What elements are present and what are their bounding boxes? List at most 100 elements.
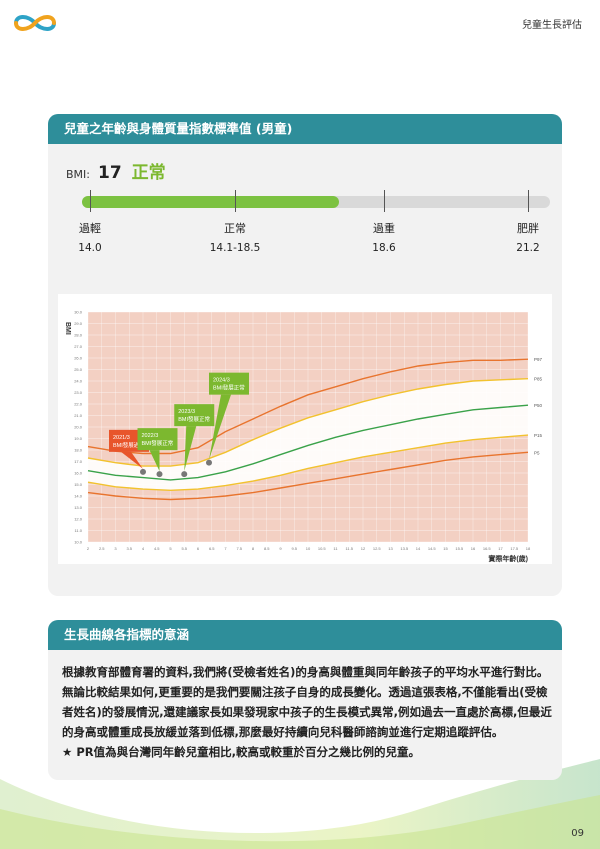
x-tick-label: 16 <box>471 546 476 551</box>
y-tick-label: 30.0 <box>74 310 83 315</box>
x-tick-label: 9.5 <box>291 546 297 551</box>
x-tick-label: 17 <box>498 546 503 551</box>
x-tick-label: 13 <box>388 546 393 551</box>
growth-chart-panel: P97 P85 P50 P15 P5 10.0 11.0 12.0 13.0 14.0 15.0 16… <box>58 294 552 564</box>
x-tick-label: 3 <box>114 546 117 551</box>
bmi-tick-overweight <box>384 190 385 212</box>
callout-pointer <box>149 450 160 472</box>
x-tick-label: 16.5 <box>483 546 492 551</box>
y-tick-label: 10.0 <box>74 540 83 545</box>
category-range-overweight: 18.6 <box>372 242 396 254</box>
x-tick-label: 17.5 <box>510 546 519 551</box>
meaning-paragraph: 根據教育部體育署的資料,我們將(受檢者姓名)的身高與體重與同年齡孩子的平均水平進… <box>62 665 552 739</box>
series-line-p15 <box>87 434 529 492</box>
y-tick-label: 11.0 <box>75 528 83 533</box>
meaning-section: 生長曲線各指標的意涵 根據教育部體育署的資料,我們將(受檢者姓名)的身高與體重與… <box>48 620 562 780</box>
bmi-section: 兒童之年齡與身體質量指數標準值 (男童) BMI: 17 正常 過輕 正常 過重… <box>48 114 562 596</box>
category-label-obese: 肥胖 <box>517 222 539 235</box>
page-number: 09 <box>571 828 584 839</box>
callout-date: 2022/3 <box>142 433 159 439</box>
bmi-label: BMI: <box>66 168 90 181</box>
y-tick-label: 29.0 <box>74 321 83 326</box>
x-tick-label: 2 <box>87 546 90 551</box>
bmi-readout: BMI: 17 正常 <box>66 158 166 183</box>
y-tick-label: 18.0 <box>74 448 83 453</box>
callout-text: BMI發展過重 <box>113 441 145 449</box>
callout-pointer <box>121 451 143 469</box>
data-point <box>140 468 146 475</box>
y-tick-label: 15.0 <box>74 482 83 487</box>
callout-date: 2021/3 <box>113 435 130 441</box>
series-label-p85: P85 <box>534 377 543 382</box>
pr-note: ★ PR值為與台灣同年齡兒童相比,較高或較重於百分之幾比例的兒童。 <box>62 745 420 759</box>
x-tick-label: 3.5 <box>126 546 132 551</box>
x-tick-label: 5 <box>169 546 172 551</box>
series-label-p97: P97 <box>534 357 543 362</box>
bmi-status: 正常 <box>131 163 166 183</box>
callout-date: 2023/3 <box>178 409 195 415</box>
series-line-p50 <box>87 404 529 481</box>
x-tick-label: 6 <box>197 546 200 551</box>
callout-box <box>174 404 215 427</box>
meaning-section-title: 生長曲線各指標的意涵 <box>48 620 562 650</box>
series-line-p85 <box>87 378 529 467</box>
x-tick-label: 11.5 <box>346 546 354 551</box>
brand-logo <box>14 15 56 31</box>
x-tick-label: 12.5 <box>373 546 382 551</box>
category-label-normal: 正常 <box>224 222 246 235</box>
x-axis-label: 實際年齡(歲) <box>488 554 528 563</box>
x-tick-label: 5.5 <box>181 546 187 551</box>
x-tick-label: 10.5 <box>318 546 327 551</box>
y-tick-label: 20.0 <box>74 425 83 430</box>
y-tick-label: 23.0 <box>74 390 83 395</box>
x-tick-label: 14 <box>416 546 421 551</box>
bmi-bar-track <box>82 196 550 208</box>
y-tick-label: 24.0 <box>74 379 83 384</box>
decorative-wave <box>0 759 600 849</box>
bmi-value: 17 <box>98 163 122 183</box>
category-range-normal: 14.1-18.5 <box>209 242 261 254</box>
normal-range-band <box>88 378 528 491</box>
y-tick-label: 12.0 <box>74 517 83 522</box>
callout-text: BMI發展正常 <box>142 439 174 447</box>
x-tick-label: 12 <box>361 546 366 551</box>
x-tick-label: 8 <box>252 546 255 551</box>
y-tick-label: 21.0 <box>74 413 83 418</box>
bmi-growth-chart: P97 P85 P50 P15 P5 10.0 11.0 12.0 13.0 14.0 15.0 16… <box>64 310 543 564</box>
y-tick-label: 19.0 <box>74 436 83 441</box>
y-tick-label: 26.0 <box>74 356 83 361</box>
x-tick-label: 11 <box>333 546 338 551</box>
callout-date: 2024/3 <box>213 378 230 384</box>
category-label-underweight: 過輕 <box>79 222 101 235</box>
x-tick-label: 7 <box>224 546 227 551</box>
y-tick-label: 13.0 <box>74 505 83 510</box>
bmi-section-title: 兒童之年齡與身體質量指數標準值 (男童) <box>48 114 562 144</box>
bmi-tick-obese <box>528 190 529 212</box>
callout-pointer <box>184 426 197 472</box>
x-tick-label: 15.5 <box>455 546 464 551</box>
category-range-obese: 21.2 <box>516 242 540 254</box>
x-tick-label: 6.5 <box>209 546 215 551</box>
x-tick-label: 14.5 <box>428 546 437 551</box>
y-tick-label: 16.0 <box>74 471 83 476</box>
callout-text: BMI發展正常 <box>178 415 210 423</box>
y-tick-label: 17.0 <box>74 459 83 464</box>
x-tick-label: 13.5 <box>400 546 409 551</box>
bmi-bar-fill <box>82 196 340 208</box>
x-tick-label: 9 <box>279 546 282 551</box>
callout-box <box>209 372 249 395</box>
bmi-tick-normal <box>235 190 236 212</box>
callout-pointer <box>209 394 231 460</box>
series-line-p97 <box>87 358 529 455</box>
series-label-p5: P5 <box>534 450 540 455</box>
callout-text: BMI發展正常 <box>213 384 245 392</box>
x-tick-label: 15 <box>443 546 448 551</box>
category-label-overweight: 過重 <box>373 222 395 235</box>
x-tick-label: 4 <box>142 546 145 551</box>
data-point <box>156 471 163 478</box>
series-label-p15: P15 <box>534 433 543 438</box>
category-range-underweight: 14.0 <box>78 242 102 254</box>
callout-box <box>137 428 178 451</box>
bmi-tick-underweight <box>90 190 91 212</box>
y-tick-label: 22.0 <box>74 402 83 407</box>
